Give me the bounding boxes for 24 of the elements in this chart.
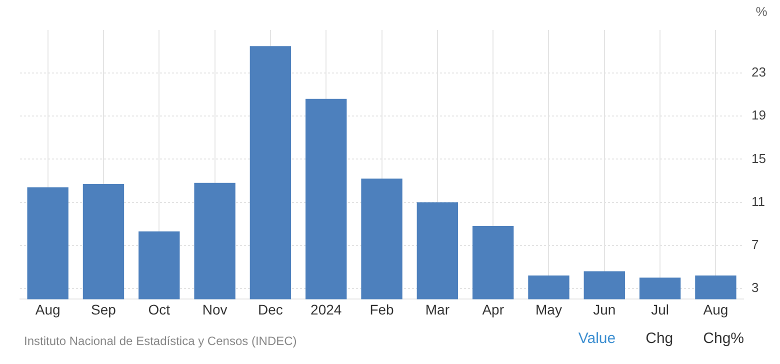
x-tick-label: Feb bbox=[370, 301, 394, 318]
y-tick-label: 11 bbox=[752, 194, 766, 209]
x-tick-label: Jun bbox=[593, 301, 616, 318]
x-tick-label: Aug bbox=[35, 301, 60, 318]
x-tick-label: 2024 bbox=[310, 301, 342, 318]
text: Chg% bbox=[703, 330, 744, 347]
x-tick-label: Sep bbox=[91, 301, 116, 318]
x-tick-label: Aug bbox=[703, 301, 728, 318]
x-tick-label: Dec bbox=[258, 301, 283, 318]
x-tick-label: Jul bbox=[651, 301, 670, 318]
text: Value bbox=[578, 330, 616, 347]
x-tick-label: Oct bbox=[148, 301, 170, 318]
y-axis-title: % bbox=[756, 4, 768, 20]
y-tick-label: 15 bbox=[752, 150, 766, 166]
y-tick-label: 3 bbox=[752, 280, 759, 296]
y-tick-label: 23 bbox=[752, 64, 766, 80]
y-tick-label: 7 bbox=[752, 236, 759, 252]
x-tick-label: Nov bbox=[202, 301, 228, 318]
x-tick-label: Apr bbox=[482, 301, 504, 318]
x-tick-label: May bbox=[536, 301, 562, 318]
text: Chg bbox=[646, 330, 674, 347]
text: Instituto Nacional de Estadística y Censos (INDEC) bbox=[24, 334, 297, 348]
x-tick-label: Mar bbox=[425, 301, 450, 318]
y-tick-label: 19 bbox=[752, 108, 766, 123]
